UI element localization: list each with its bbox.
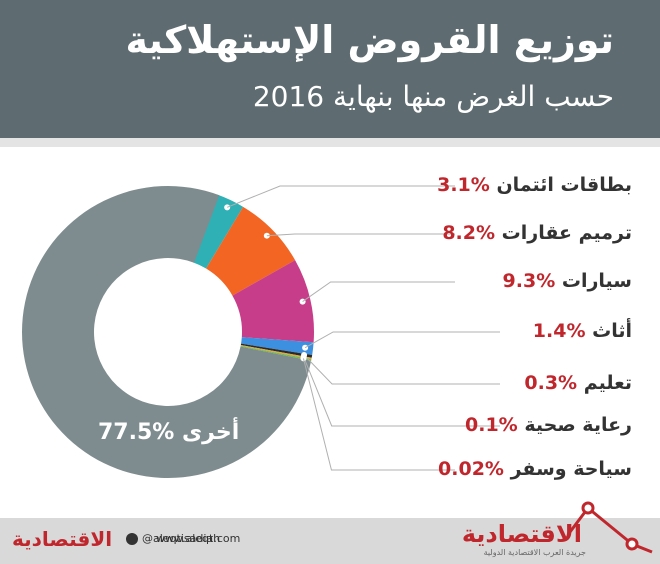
label-others: أخرى %77.5 bbox=[98, 420, 239, 445]
leader-line bbox=[302, 358, 455, 471]
label-text: رعاية صحية bbox=[524, 414, 632, 436]
leader-line bbox=[266, 233, 455, 237]
leader-line bbox=[226, 185, 455, 208]
slice-furniture bbox=[241, 337, 314, 355]
social-text: @aleqtisadiah bbox=[142, 532, 221, 545]
leader-line bbox=[304, 331, 500, 349]
social-handle: @aleqtisadiah bbox=[126, 532, 220, 545]
label-value: %77.5 bbox=[98, 420, 175, 445]
slice-education bbox=[240, 343, 313, 358]
website-link[interactable]: www.aleqt.com bbox=[156, 532, 240, 545]
social-icon bbox=[126, 533, 138, 545]
label-text: أخرى bbox=[182, 420, 240, 445]
slice-travel bbox=[240, 345, 312, 361]
chart-subtitle: حسب الغرض منها بنهاية 2016 bbox=[252, 80, 614, 113]
donut-slices bbox=[21, 186, 314, 478]
label-credit-cards: بطاقات ائتمان %3.1 bbox=[437, 174, 632, 196]
header-divider bbox=[0, 138, 660, 147]
label-text: سيارات bbox=[561, 270, 632, 292]
chart-title: توزيع القروض الإستهلاكية bbox=[125, 18, 614, 62]
label-education: تعليم %0.3 bbox=[524, 372, 632, 394]
website-text: www.aleqt.com bbox=[156, 532, 241, 545]
donut-chart bbox=[21, 185, 500, 478]
leader-line bbox=[303, 356, 500, 427]
label-value: %0.1 bbox=[465, 414, 518, 436]
label-value: %8.2 bbox=[442, 222, 496, 244]
label-text: تعليم bbox=[583, 372, 632, 394]
label-healthcare: رعاية صحية %0.1 bbox=[465, 414, 632, 436]
leader-lines bbox=[224, 185, 500, 471]
label-travel: سياحة وسفر %0.02 bbox=[438, 458, 632, 480]
leader-dot bbox=[299, 298, 306, 305]
header-banner: توزيع القروض الإستهلاكية حسب الغرض منها … bbox=[0, 0, 660, 138]
label-text: ترميم عقارات bbox=[501, 222, 632, 244]
brand-trend-line-icon bbox=[568, 501, 653, 554]
label-value: %3.1 bbox=[437, 174, 490, 196]
brand-logo-small: الاقتصادية bbox=[12, 527, 113, 551]
leader-line bbox=[303, 354, 500, 385]
label-text: أثاث bbox=[592, 320, 632, 342]
label-renovation: ترميم عقارات %8.2 bbox=[442, 222, 632, 244]
slice-healthcare bbox=[240, 345, 312, 360]
brand-logo-large: الاقتصادية bbox=[461, 520, 582, 548]
leader-line bbox=[302, 281, 455, 302]
label-value: %1.4 bbox=[532, 320, 586, 342]
slice-cars bbox=[232, 260, 314, 343]
label-cars: سيارات %9.3 bbox=[503, 270, 632, 292]
label-text: بطاقات ائتمان bbox=[496, 174, 632, 196]
label-value: %9.3 bbox=[502, 270, 556, 292]
slice-others bbox=[21, 186, 312, 478]
label-value: %0.02 bbox=[438, 458, 504, 480]
slice-credit-cards bbox=[193, 194, 244, 269]
label-value: %0.3 bbox=[524, 372, 578, 394]
label-furniture: أثاث %1.4 bbox=[533, 320, 632, 342]
label-text: سياحة وسفر bbox=[510, 458, 632, 480]
brand-tagline: جريدة العرب الاقتصادية الدولية bbox=[483, 548, 586, 557]
footer-bar: الاقتصادية @aleqtisadiah bbox=[0, 518, 660, 564]
slice-renovation bbox=[206, 206, 296, 296]
